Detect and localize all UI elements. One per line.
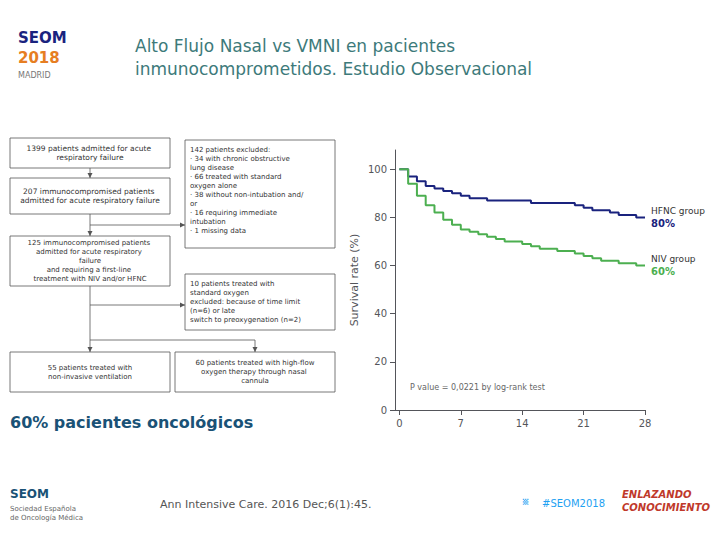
- svg-text:80%: 80%: [651, 218, 675, 229]
- svg-text:intubation: intubation: [190, 218, 226, 226]
- svg-text:40: 40: [374, 308, 387, 319]
- svg-text:100: 100: [368, 164, 387, 175]
- svg-text:Alto Flujo Nasal vs VMNI en pa: Alto Flujo Nasal vs VMNI en pacientes: [135, 36, 455, 56]
- svg-text:NIV group: NIV group: [651, 254, 696, 264]
- svg-text:CONOCIMIENTO: CONOCIMIENTO: [622, 502, 710, 513]
- svg-text:Ann Intensive Care. 2016 Dec;6: Ann Intensive Care. 2016 Dec;6(1):45.: [160, 498, 372, 511]
- svg-text:125 immunocompromised patients: 125 immunocompromised patients: [28, 239, 153, 247]
- svg-text:HFNC group: HFNC group: [651, 206, 705, 216]
- svg-text:oxygen therapy through nasal: oxygen therapy through nasal: [201, 368, 309, 376]
- svg-text:non-invasive ventilation: non-invasive ventilation: [48, 373, 132, 381]
- svg-text:20: 20: [374, 356, 387, 367]
- svg-text:55 patients treated with: 55 patients treated with: [48, 364, 133, 372]
- svg-text:admitted for acute respiratory: admitted for acute respiratory failure: [20, 196, 160, 205]
- svg-text:60 patients treated with high-: 60 patients treated with high-flow: [196, 359, 315, 367]
- svg-text:admitted for acute respiratory: admitted for acute respiratory: [36, 248, 144, 256]
- svg-text:switch to preoxygenation (n=2): switch to preoxygenation (n=2): [190, 316, 301, 324]
- svg-text:MADRID: MADRID: [18, 71, 51, 80]
- svg-text:de Oncología Médica: de Oncología Médica: [10, 514, 83, 522]
- svg-text:2018: 2018: [18, 49, 60, 67]
- svg-text:· 16 requiring immediate: · 16 requiring immediate: [190, 209, 279, 217]
- svg-text:inmunocomprometidos. Estudio O: inmunocomprometidos. Estudio Observacion…: [135, 59, 532, 79]
- svg-text:· 1 missing data: · 1 missing data: [190, 227, 246, 235]
- svg-text:21: 21: [577, 418, 590, 429]
- svg-text:60: 60: [374, 260, 387, 271]
- svg-text:60%: 60%: [651, 266, 675, 277]
- svg-text:treatment with NIV and/or HFNC: treatment with NIV and/or HFNC: [33, 275, 146, 283]
- svg-text:10 patients treated with: 10 patients treated with: [190, 280, 277, 288]
- svg-text:#SEOM2018: #SEOM2018: [542, 498, 605, 509]
- svg-text:· 38 without non-intubation an: · 38 without non-intubation and/: [190, 191, 304, 199]
- svg-text:P value = 0,0221 by log-rank t: P value = 0,0221 by log-rank test: [410, 383, 545, 392]
- svg-text:14: 14: [516, 418, 529, 429]
- svg-text:· 66 treated with standard: · 66 treated with standard: [190, 173, 284, 181]
- svg-text:SEOM: SEOM: [10, 487, 49, 501]
- svg-text:(n=6) or late: (n=6) or late: [190, 307, 235, 315]
- svg-text:and requiring a first-line: and requiring a first-line: [47, 266, 134, 274]
- svg-text:oxygen alone: oxygen alone: [190, 182, 237, 190]
- svg-text:60% pacientes oncológicos: 60% pacientes oncológicos: [10, 413, 253, 432]
- svg-text:Sociedad Española: Sociedad Española: [10, 505, 76, 513]
- svg-text:1399 patients admitted for acu: 1399 patients admitted for acute: [27, 144, 154, 153]
- svg-text:excluded: because of time limi: excluded: because of time limit: [190, 298, 302, 306]
- svg-text:failure: failure: [79, 257, 101, 265]
- svg-text:142 patients excluded:: 142 patients excluded:: [190, 146, 270, 154]
- svg-text:ENLAZANDO: ENLAZANDO: [622, 489, 692, 500]
- svg-text:28: 28: [639, 418, 652, 429]
- svg-text:SEOM: SEOM: [18, 29, 67, 47]
- svg-text:207 immunocompromised patients: 207 immunocompromised patients: [23, 187, 157, 196]
- svg-text:7: 7: [458, 418, 464, 429]
- svg-text:80: 80: [374, 212, 387, 223]
- svg-text:␧: ␧: [522, 495, 529, 509]
- svg-text:0: 0: [381, 405, 387, 416]
- svg-text:0: 0: [396, 418, 402, 429]
- svg-text:standard oxygen: standard oxygen: [190, 289, 249, 297]
- svg-text:or: or: [190, 200, 197, 208]
- svg-text:lung disease: lung disease: [190, 164, 234, 172]
- svg-text:Survival rate (%): Survival rate (%): [348, 234, 361, 327]
- svg-text:· 34 with chronic obstructive: · 34 with chronic obstructive: [190, 155, 292, 163]
- svg-text:respiratory failure: respiratory failure: [56, 153, 123, 162]
- svg-text:cannula: cannula: [241, 377, 269, 385]
